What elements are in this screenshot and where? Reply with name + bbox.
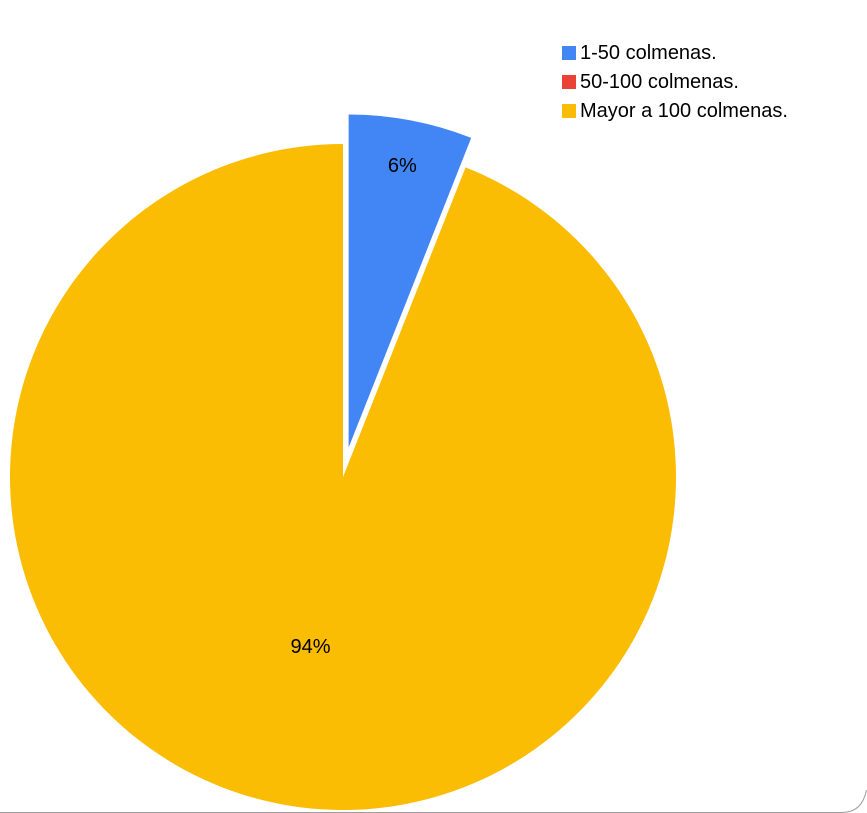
legend-swatch-mayor-100 xyxy=(562,103,576,118)
pie-data-label-2: 94% xyxy=(291,636,331,658)
legend-item-mayor-100: Mayor a 100 colmenas. xyxy=(562,96,788,125)
chart-legend: 1-50 colmenas. 50-100 colmenas. Mayor a … xyxy=(562,38,788,125)
legend-label-1-50: 1-50 colmenas. xyxy=(580,41,717,64)
legend-item-50-100: 50-100 colmenas. xyxy=(562,67,788,96)
legend-label-50-100: 50-100 colmenas. xyxy=(580,70,739,93)
pie-data-label-0: 6% xyxy=(388,155,417,177)
legend-label-mayor-100: Mayor a 100 colmenas. xyxy=(580,99,788,122)
pie-slice-0 xyxy=(348,114,472,448)
legend-swatch-1-50 xyxy=(562,45,576,60)
legend-item-1-50: 1-50 colmenas. xyxy=(562,38,788,67)
legend-swatch-50-100 xyxy=(562,74,576,89)
pie-slice-2 xyxy=(9,144,676,810)
